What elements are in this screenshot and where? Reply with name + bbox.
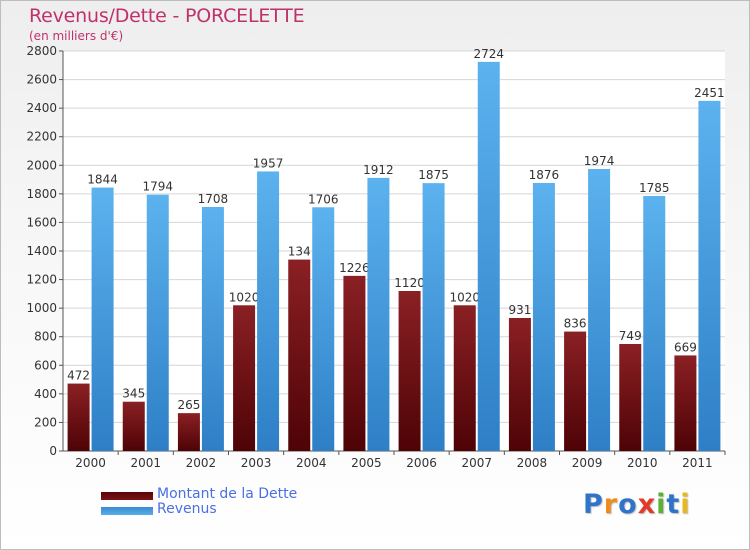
x-tick-label-2010: 2010	[627, 456, 658, 470]
y-tick-label: 0	[49, 444, 57, 458]
data-label-debt-2002: 265	[177, 398, 200, 412]
data-label-debt-2011: 669	[674, 340, 697, 354]
bar-revenue-2004	[312, 207, 335, 451]
bar-revenue-2003	[257, 171, 280, 451]
y-tick-label: 800	[34, 330, 57, 344]
x-tick-label-2002: 2002	[186, 456, 217, 470]
bar-revenue-2007	[477, 61, 500, 451]
x-tick-label-2000: 2000	[75, 456, 106, 470]
data-label-revenue-2006: 1875	[418, 168, 449, 182]
bar-revenue-2009	[588, 169, 611, 451]
data-label-debt-2010: 749	[619, 329, 642, 343]
y-tick-label: 2800	[26, 44, 57, 58]
x-tick-label-2006: 2006	[406, 456, 437, 470]
bar-revenue-2010	[643, 196, 666, 451]
y-tick-label: 1600	[26, 215, 57, 229]
data-label-debt-2004: 134	[288, 245, 311, 259]
bar-debt-2007	[453, 305, 476, 451]
bar-revenue-2005	[367, 177, 390, 451]
x-tick-label-2011: 2011	[682, 456, 713, 470]
bar-debt-2000	[67, 383, 90, 451]
y-tick-label: 600	[34, 358, 57, 372]
data-label-revenue-2007: 2724	[473, 47, 504, 61]
bar-debt-2009	[564, 331, 587, 451]
logo-letter: P	[583, 489, 604, 520]
x-tick-label-2001: 2001	[130, 456, 161, 470]
bar-debt-2004	[288, 259, 311, 451]
y-tick-label: 2600	[26, 73, 57, 87]
legend-label-debt: Montant de la Dette	[157, 486, 298, 502]
data-label-revenue-2005: 1912	[363, 163, 394, 177]
data-label-revenue-2010: 1785	[639, 181, 670, 195]
bar-revenue-2001	[146, 194, 169, 451]
chart-title: Revenus/Dette - PORCELETTE	[29, 5, 305, 27]
logo-letter: r	[603, 489, 619, 520]
bar-revenue-2000	[91, 187, 114, 452]
data-label-revenue-2009: 1974	[584, 154, 615, 168]
legend-swatch-debt	[101, 492, 153, 500]
data-label-revenue-2008: 1876	[529, 168, 560, 182]
legend-swatch-revenue	[101, 507, 153, 515]
x-tick-label-2003: 2003	[241, 456, 272, 470]
bar-revenue-2006	[422, 183, 445, 451]
y-tick-label: 2200	[26, 130, 57, 144]
y-tick-label: 400	[34, 387, 57, 401]
data-label-revenue-2011: 2451	[694, 86, 725, 100]
bar-debt-2010	[619, 344, 642, 451]
logo-letter: t	[666, 489, 681, 520]
logo-letter: x	[637, 489, 657, 520]
x-tick-label-2005: 2005	[351, 456, 382, 470]
legend-label-revenue: Revenus	[157, 501, 217, 517]
chart-subtitle: (en milliers d'€)	[29, 29, 124, 43]
data-label-revenue-2004: 1706	[308, 192, 339, 206]
logo-letter: o	[618, 489, 638, 520]
data-label-debt-2008: 931	[508, 303, 531, 317]
data-label-debt-2000: 472	[67, 369, 90, 383]
bar-debt-2001	[122, 401, 145, 451]
bar-debt-2003	[233, 305, 256, 451]
data-label-revenue-2003: 1957	[253, 156, 284, 170]
y-tick-label: 1400	[26, 244, 57, 258]
y-tick-label: 200	[34, 415, 57, 429]
bar-debt-2006	[398, 291, 421, 451]
data-label-revenue-2002: 1708	[198, 192, 229, 206]
data-label-revenue-2001: 1794	[142, 180, 173, 194]
bar-revenue-2008	[532, 183, 555, 451]
x-tick-label-2004: 2004	[296, 456, 327, 470]
x-tick-label-2007: 2007	[461, 456, 492, 470]
proxiti-logo: Proxiti	[583, 489, 691, 520]
x-tick-label-2009: 2009	[572, 456, 603, 470]
data-label-debt-2005: 1226	[339, 261, 370, 275]
bar-revenue-2002	[201, 207, 224, 451]
bar-debt-2008	[508, 318, 531, 451]
y-tick-label: 1800	[26, 187, 57, 201]
y-tick-label: 2000	[26, 158, 57, 172]
data-label-revenue-2000: 1844	[87, 173, 118, 187]
bar-debt-2002	[177, 413, 200, 451]
y-tick-label: 1000	[26, 301, 57, 315]
y-tick-label: 2400	[26, 101, 57, 115]
bar-debt-2011	[674, 355, 697, 451]
logo-letter: i	[656, 489, 667, 520]
data-label-debt-2001: 345	[122, 387, 145, 401]
logo-letter: i	[680, 489, 691, 520]
bar-debt-2005	[343, 275, 366, 451]
bar-revenue-2011	[698, 100, 721, 451]
data-label-debt-2007: 1020	[449, 290, 480, 304]
data-label-debt-2006: 1120	[394, 276, 425, 290]
data-label-debt-2003: 1020	[229, 290, 260, 304]
data-label-debt-2009: 836	[564, 317, 587, 331]
y-tick-label: 1200	[26, 273, 57, 287]
x-tick-label-2008: 2008	[517, 456, 548, 470]
